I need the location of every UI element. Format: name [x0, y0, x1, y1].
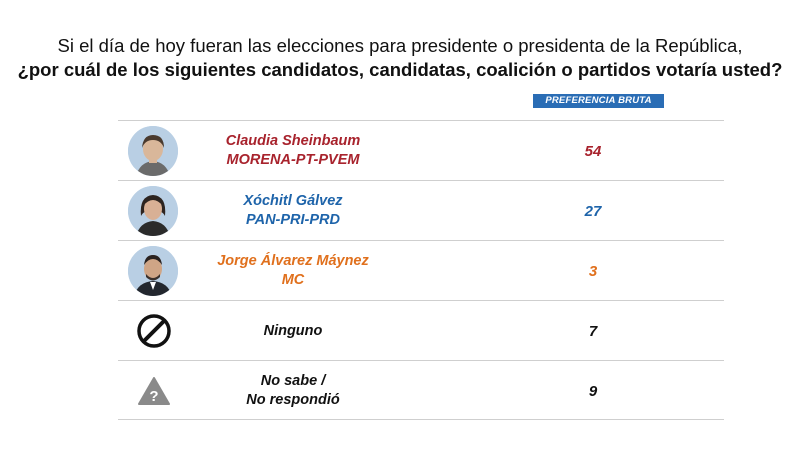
candidate-portrait-sheinbaum: [128, 126, 178, 176]
value-label: 3: [588, 262, 598, 280]
value-label: 7: [588, 322, 598, 340]
candidate-name: Xóchitl Gálvez: [243, 193, 343, 209]
title-line-1: Si el día de hoy fueran las elecciones p…: [57, 35, 743, 56]
option-label: No sabe / No respondió: [198, 361, 388, 421]
candidate-party: PAN-PRI-PRD: [246, 212, 340, 228]
value-label: 54: [584, 142, 602, 160]
value-label: 9: [588, 382, 598, 400]
chart-title: Si el día de hoy fueran las elecciones p…: [0, 34, 800, 82]
title-line-2: ¿por cuál de los siguientes candidatos, …: [17, 59, 783, 80]
table-row: Xóchitl Gálvez PAN-PRI-PRD 27: [118, 180, 724, 240]
svg-text:?: ?: [149, 388, 158, 405]
option-label: Ninguno: [198, 301, 388, 361]
option-name: No sabe /: [260, 373, 326, 389]
option-name: Ninguno: [263, 322, 323, 339]
candidate-portrait-alvarez-maynez: [128, 246, 178, 296]
candidate-party: MORENA-PT-PVEM: [226, 152, 360, 168]
table-row: Jorge Álvarez Máynez MC 3: [118, 240, 724, 300]
column-header-badge: PREFERENCIA BRUTA: [533, 94, 664, 108]
candidate-portrait-galvez: [128, 186, 178, 236]
value-label: 27: [584, 202, 602, 220]
question-warning-icon: ?: [136, 373, 172, 409]
candidate-label: Xóchitl Gálvez PAN-PRI-PRD: [198, 181, 388, 241]
prohibited-icon: [136, 313, 172, 349]
results-table: Claudia Sheinbaum MORENA-PT-PVEM 54 Xóch…: [118, 120, 724, 420]
candidate-label: Claudia Sheinbaum MORENA-PT-PVEM: [198, 121, 388, 181]
candidate-party: MC: [281, 272, 305, 288]
table-row: Claudia Sheinbaum MORENA-PT-PVEM 54: [118, 120, 724, 180]
candidate-name: Jorge Álvarez Máynez: [217, 253, 369, 269]
candidate-name: Claudia Sheinbaum: [225, 133, 361, 149]
table-row: Ninguno 7: [118, 300, 724, 360]
table-row: ? No sabe / No respondió 9: [118, 360, 724, 420]
option-name-line2: No respondió: [246, 392, 340, 408]
candidate-label: Jorge Álvarez Máynez MC: [198, 241, 388, 301]
